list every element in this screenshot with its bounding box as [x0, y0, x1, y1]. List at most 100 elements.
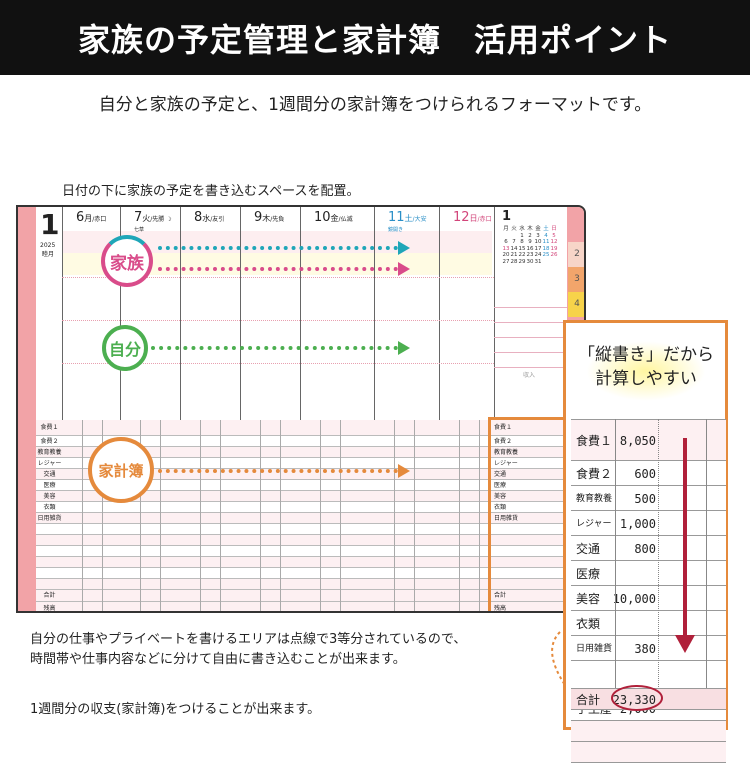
mini-cal-day[interactable]: 12 [550, 239, 558, 245]
day-header-7: 7火/先勝 ☽ [134, 210, 172, 225]
side-budget-label: 教育教養 [494, 448, 519, 456]
day-divider [300, 207, 301, 611]
budget-row-label: 医療 [43, 481, 56, 489]
budget-row: 食費１ 食費１ [36, 420, 567, 436]
mini-cal-day[interactable]: 5 [552, 232, 556, 239]
mini-cal-dow: 日 [551, 226, 557, 232]
month-name: 睦月 [42, 251, 55, 258]
side-budget-label: 食費１ [494, 424, 513, 431]
mini-cal-day[interactable]: 30 [526, 258, 534, 265]
callout-row-value: 380 [634, 641, 656, 656]
mini-cal-day[interactable]: 17 [534, 245, 542, 252]
amount-divider [320, 420, 321, 611]
mini-cal-dow: 火 [511, 226, 517, 232]
amount-divider [459, 420, 460, 611]
col-divider [615, 419, 616, 709]
callout-row-label: 日用雑貨 [576, 643, 613, 654]
mini-cal-day[interactable]: 31 [534, 258, 542, 265]
amount-divider [394, 420, 395, 611]
day-header-10: 10金/仏滅 [314, 210, 353, 225]
mini-cal-dow: 木 [527, 226, 533, 232]
budget-row-label: レジャー [37, 459, 62, 467]
mini-cal-day[interactable]: 1 [520, 232, 524, 239]
mini-cal-day[interactable]: 20 [502, 252, 510, 258]
side-budget-label: 日用雑貨 [494, 514, 519, 522]
day-divider [240, 207, 241, 611]
mini-cal-day[interactable]: 10 [534, 239, 542, 245]
self-arrow-line [151, 346, 398, 350]
arrowhead-orange-icon [398, 464, 410, 478]
month-number: 1 [40, 208, 60, 241]
mini-cal-day[interactable]: 27 [502, 258, 510, 265]
callout-row-label: 医療 [576, 566, 601, 581]
mini-cal-week: 13141516171819 [502, 246, 558, 253]
mini-cal-day[interactable]: 24 [534, 252, 542, 258]
mini-calendar: 月火水木金土日 1 2 3 4 5 6 7 8 9 101112 13141516171819 2021… [502, 226, 558, 265]
dotted-divider [62, 277, 494, 278]
mini-cal-day[interactable]: 16 [526, 245, 534, 252]
caption-top: 日付の下に家族の予定を書き込むスペースを配置。 [62, 184, 360, 199]
day-divider [494, 207, 495, 611]
budget-row-label: 美容 [43, 492, 56, 500]
budget-row-label: 日用雑貨 [37, 514, 62, 522]
amount-divider [280, 420, 281, 611]
mini-cal-day[interactable]: 23 [526, 252, 534, 258]
mini-cal-day[interactable]: 3 [536, 232, 540, 239]
month-tab-2[interactable]: 2 [568, 242, 584, 267]
amount-divider [102, 420, 103, 611]
callout-row-label: 教育教養 [576, 493, 613, 504]
mini-cal-day[interactable]: 19 [550, 245, 558, 252]
budget-row: 美容 美容 [36, 491, 567, 502]
mini-cal-day[interactable]: 8 [520, 239, 524, 245]
mini-cal-week: 20212223242526 [502, 252, 558, 259]
side-line [494, 307, 567, 308]
budget-row: 残高 残高 [36, 602, 567, 611]
day-divider [62, 207, 63, 611]
page-title: 家族の予定管理と家計簿 活用ポイント [0, 0, 750, 75]
month-tab-3[interactable]: 3 [568, 267, 584, 292]
budget-row: 交通 交通 [36, 469, 567, 480]
day-header-11: 11土/大安 [388, 210, 427, 225]
mini-cal-day[interactable]: 14 [510, 245, 518, 252]
callout-row [571, 742, 726, 763]
mini-cal-day[interactable]: 29 [518, 258, 526, 265]
self-label: 自分 [102, 325, 148, 371]
side-budget-label: 食費２ [494, 437, 513, 445]
mini-cal-day[interactable]: 9 [528, 239, 532, 245]
amount-divider [82, 420, 83, 611]
year: 2025 [40, 242, 56, 249]
side-budget-label: 医療 [494, 481, 507, 489]
mini-cal-day[interactable]: 26 [550, 252, 558, 258]
mini-cal-day[interactable]: 11 [542, 239, 550, 245]
callout-row: 食費１ 8,050 [571, 419, 726, 461]
mini-cal-day[interactable]: 7 [512, 239, 516, 245]
amount-divider [260, 420, 261, 611]
mini-cal-day[interactable]: 28 [510, 258, 518, 265]
down-arrow-shaft [683, 438, 687, 638]
side-line [494, 367, 567, 368]
mini-cal-day[interactable]: 25 [542, 252, 550, 258]
mini-cal-day[interactable]: 13 [502, 245, 510, 252]
budget-row [36, 579, 567, 590]
callout-row: 医療 [571, 561, 726, 586]
mini-cal-head: 月火水木金土日 [502, 226, 558, 233]
callout-row-value: 8,050 [619, 434, 656, 448]
mini-cal-day[interactable]: 18 [542, 245, 550, 252]
subtitle: 自分と家族の予定と、1週間分の家計簿をつけられるフォーマットです。 [98, 95, 652, 115]
mini-cal-day[interactable]: 22 [518, 252, 526, 258]
family-label: 家族 [101, 235, 153, 287]
mini-cal-day[interactable]: 2 [528, 232, 532, 239]
col-divider [706, 419, 707, 709]
day-divider [180, 207, 181, 611]
mini-cal-day[interactable]: 15 [518, 245, 526, 252]
amount-divider [340, 420, 341, 611]
mini-cal-day[interactable]: 6 [504, 239, 508, 245]
mini-cal-dow: 土 [543, 226, 549, 232]
mini-cal-day[interactable]: 4 [544, 232, 548, 239]
budget-row: 教育教養 教育教養 [36, 447, 567, 458]
month-tab-4[interactable]: 4 [568, 292, 584, 317]
budget-row: レジャー レジャー [36, 458, 567, 469]
callout-row-value: 500 [634, 491, 656, 506]
mini-cal-day[interactable]: 21 [510, 252, 518, 258]
callout-row [571, 721, 726, 742]
